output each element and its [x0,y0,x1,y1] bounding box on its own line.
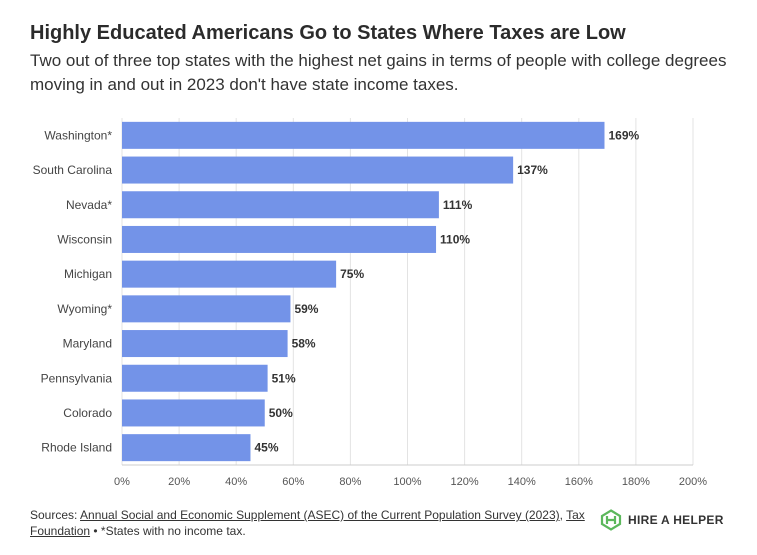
category-label: Maryland [63,337,112,351]
hireahelper-logo-icon [600,509,622,531]
category-label: South Carolina [33,163,113,177]
bar [122,330,288,358]
x-tick-label: 160% [565,476,593,488]
bar [122,225,437,253]
x-tick-label: 120% [451,476,479,488]
tax-foundation-link[interactable]: Tax Foundation [30,508,585,538]
category-label: Pennsylvania [41,371,113,385]
footnote: • *States with no income tax. [90,524,246,538]
bar [122,156,514,184]
logo-text: HIRE A HELPER [628,513,724,527]
value-label: 110% [440,232,470,246]
x-tick-label: 100% [393,476,421,488]
category-label: Rhode Island [41,441,112,455]
value-label: 58% [292,337,316,351]
x-tick-label: 180% [622,476,650,488]
bar [122,121,605,149]
bar [122,191,439,219]
bar [122,295,291,323]
x-tick-label: 20% [168,476,190,488]
x-tick-label: 0% [114,476,130,488]
value-label: 75% [340,267,364,281]
x-tick-label: 80% [339,476,361,488]
category-label: Wisconsin [57,232,112,246]
hireahelper-logo[interactable]: HIRE A HELPER [600,509,724,531]
bar [122,364,268,392]
category-label: Washington* [44,128,112,142]
value-label: 59% [294,302,318,316]
value-label: 111% [443,198,473,212]
x-tick-label: 200% [679,476,707,488]
bar [122,399,265,427]
x-tick-label: 140% [508,476,536,488]
sources-separator: , [559,508,567,522]
bar [122,260,337,288]
value-label: 169% [608,128,639,142]
x-tick-label: 40% [225,476,247,488]
bar [122,434,251,462]
category-label: Colorado [63,406,112,420]
category-label: Michigan [64,267,112,281]
value-label: 50% [269,406,293,420]
category-label: Nevada* [66,198,112,212]
x-tick-label: 60% [282,476,304,488]
value-label: 51% [272,371,296,385]
value-label: 137% [517,163,548,177]
asec-source-link[interactable]: Annual Social and Economic Supplement (A… [80,508,560,522]
chart-title: Highly Educated Americans Go to States W… [30,22,626,44]
value-label: 45% [254,441,278,455]
sources-prefix: Sources: [30,508,81,522]
chart-subtitle: Two out of three top states with the hig… [30,51,727,94]
sources-footer: Sources: Annual Social and Economic Supp… [30,507,600,539]
category-label: Wyoming* [57,302,112,316]
